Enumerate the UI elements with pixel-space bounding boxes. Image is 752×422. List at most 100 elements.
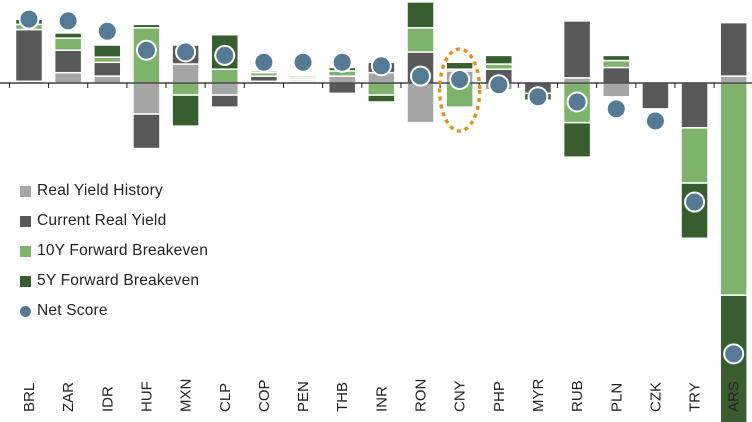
bar-segment-real-yield-history-huf <box>132 82 161 115</box>
bar-segment-5y-forward-breakeven-idr <box>93 44 122 58</box>
x-tick-label-idr: IDR <box>99 386 116 412</box>
x-tick-label-pen: PEN <box>295 381 312 412</box>
bar-segment-10y-forward-breakeven-ars <box>719 82 748 296</box>
x-tick-label-mxn: MXN <box>178 379 195 412</box>
bar-segment-5y-forward-breakeven-zar <box>53 32 83 39</box>
x-tick-label-cny: CNY <box>452 380 469 412</box>
bar-segment-10y-forward-breakeven-php <box>484 63 514 70</box>
bar-segment-10y-forward-breakeven-try <box>680 127 709 184</box>
net-score-dot-rub <box>566 91 588 113</box>
bar-segment-current-real-yield-pln <box>602 66 631 84</box>
highlight-layer <box>437 47 482 133</box>
bar-segment-10y-forward-breakeven-zar <box>53 37 83 51</box>
net-score-dot-clp <box>214 44 236 66</box>
bar-segment-real-yield-history-mxn <box>171 63 200 84</box>
x-tick-label-huf: HUF <box>138 381 155 412</box>
bar-segment-10y-forward-breakeven-idr <box>93 56 122 64</box>
net-score-dot-huf <box>135 39 157 61</box>
bar-segment-real-yield-history-thb <box>327 75 357 84</box>
x-tick-label-myr: MYR <box>530 379 547 413</box>
x-tick-label-clp: CLP <box>217 383 234 412</box>
x-tick-labels: BRL ZAR IDR HUF MXN CLP COP PEN THB INR RON CNY PHP M… <box>21 379 743 413</box>
x-tick-label-ars: ARS <box>726 381 743 412</box>
bar-segment-5y-forward-breakeven-pln <box>602 54 631 62</box>
net-score-dot-thb <box>331 51 353 73</box>
bar-segment-5y-forward-breakeven-pen <box>288 75 318 79</box>
legend-label: Current Real Yield <box>37 212 167 229</box>
legend-label: 10Y Forward Breakeven <box>37 242 209 259</box>
legend: Real Yield History Current Real Yield 10… <box>20 176 208 326</box>
bar-segment-5y-forward-breakeven-php <box>484 54 514 65</box>
bar-segment-current-real-yield-brl <box>14 28 44 83</box>
bar-segment-10y-forward-breakeven-inr <box>367 82 396 96</box>
x-tick-label-rub: RUB <box>569 380 586 412</box>
bar-segment-current-real-yield-idr <box>93 61 122 77</box>
x-tick-label-brl: BRL <box>21 383 38 412</box>
bar-segment-10y-forward-breakeven-mxn <box>171 82 200 96</box>
legend-swatch-5y-forward-breakeven <box>20 275 31 287</box>
x-tick-label-zar: ZAR <box>60 382 77 412</box>
x-tick-label-php: PHP <box>491 381 508 412</box>
bar-segment-current-real-yield-try <box>680 82 709 129</box>
bar-segment-real-yield-history-pln <box>602 82 631 98</box>
bar-segment-5y-forward-breakeven-cny <box>445 61 474 70</box>
bar-segment-5y-forward-breakeven-huf <box>132 23 161 29</box>
net-score-dot-brl <box>18 8 40 30</box>
bar-segment-current-real-yield-huf <box>132 113 161 150</box>
net-score-dot-czk <box>644 110 666 132</box>
net-score-dot-cop <box>253 51 275 73</box>
bar-segment-current-real-yield-clp <box>210 94 239 108</box>
bar-segment-current-real-yield-ars <box>719 21 748 77</box>
bar-segment-10y-forward-breakeven-pln <box>602 59 631 69</box>
bar-segment-current-real-yield-zar <box>53 49 83 74</box>
net-score-dot-cny <box>449 69 471 91</box>
net-score-dot-myr <box>527 86 549 108</box>
bar-segment-10y-forward-breakeven-clp <box>210 68 239 84</box>
highlight-ellipse-cny <box>437 47 482 133</box>
bar-segment-real-yield-history-zar <box>53 71 83 84</box>
x-tick-label-inr: INR <box>373 386 390 412</box>
bar-segment-current-real-yield-cop <box>249 75 279 83</box>
bar-segment-current-real-yield-czk <box>641 82 670 110</box>
legend-item-5y-forward-breakeven: 5Y Forward Breakeven <box>20 266 208 296</box>
x-tick-label-czk: CZK <box>647 382 664 412</box>
bar-segment-10y-forward-breakeven-ron <box>406 27 435 53</box>
bar-segment-current-real-yield-rub <box>562 20 592 79</box>
bar-segment-real-yield-history-idr <box>93 75 122 84</box>
bar-segment-real-yield-history-rub <box>562 77 592 84</box>
x-tick-label-try: TRY <box>687 382 704 412</box>
legend-swatch-real-yield-history <box>20 185 31 197</box>
legend-item-current-real-yield: Current Real Yield <box>20 206 208 236</box>
legend-item-10y-forward-breakeven: 10Y Forward Breakeven <box>20 236 208 266</box>
legend-swatch-current-real-yield <box>20 215 31 227</box>
net-score-dot-inr <box>370 55 392 77</box>
bars-layer <box>14 1 748 422</box>
x-tick-label-ron: RON <box>413 379 430 412</box>
net-score-dot-pln <box>605 98 627 120</box>
legend-label: 5Y Forward Breakeven <box>37 272 200 289</box>
bar-segment-5y-forward-breakeven-ron <box>406 1 435 29</box>
bar-segment-current-real-yield-thb <box>327 82 357 95</box>
bar-segment-real-yield-history-ars <box>719 75 748 84</box>
net-score-dot-zar <box>57 10 79 32</box>
legend-item-real-yield-history: Real Yield History <box>20 176 208 206</box>
net-score-dot-pen <box>292 51 314 73</box>
legend-dot-net-score <box>20 305 31 317</box>
legend-swatch-10y-forward-breakeven <box>20 245 31 257</box>
net-score-layer <box>18 8 745 365</box>
legend-label: Real Yield History <box>37 182 163 199</box>
net-score-dot-php <box>488 74 510 96</box>
x-tick-label-pln: PLN <box>608 383 625 412</box>
x-tick-label-thb: THB <box>334 382 351 412</box>
net-score-dot-idr <box>96 20 118 42</box>
bar-segment-5y-forward-breakeven-mxn <box>171 94 200 127</box>
net-score-dot-mxn <box>175 41 197 63</box>
bar-segment-real-yield-history-ron <box>406 82 435 124</box>
net-score-dot-ron <box>410 65 431 87</box>
bar-segment-5y-forward-breakeven-inr <box>367 94 396 103</box>
x-tick-label-cop: COP <box>256 379 273 412</box>
legend-label: Net Score <box>37 302 108 319</box>
legend-item-net-score: Net Score <box>20 296 208 326</box>
net-score-dot-ars <box>723 343 745 365</box>
